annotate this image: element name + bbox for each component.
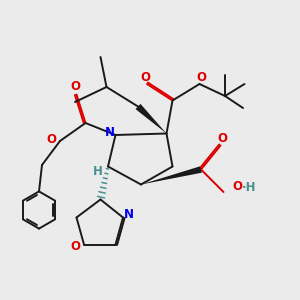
Text: ·H: ·H [242, 181, 256, 194]
Text: N: N [105, 126, 115, 139]
Text: O: O [232, 180, 242, 193]
Text: H: H [93, 165, 102, 178]
Polygon shape [136, 104, 166, 134]
Text: O: O [70, 80, 80, 94]
Text: O: O [196, 71, 206, 84]
Text: O: O [70, 239, 81, 253]
Text: N: N [124, 208, 134, 221]
Text: O: O [217, 132, 227, 146]
Text: O: O [140, 71, 151, 84]
Polygon shape [141, 166, 202, 184]
Text: O: O [46, 133, 56, 146]
